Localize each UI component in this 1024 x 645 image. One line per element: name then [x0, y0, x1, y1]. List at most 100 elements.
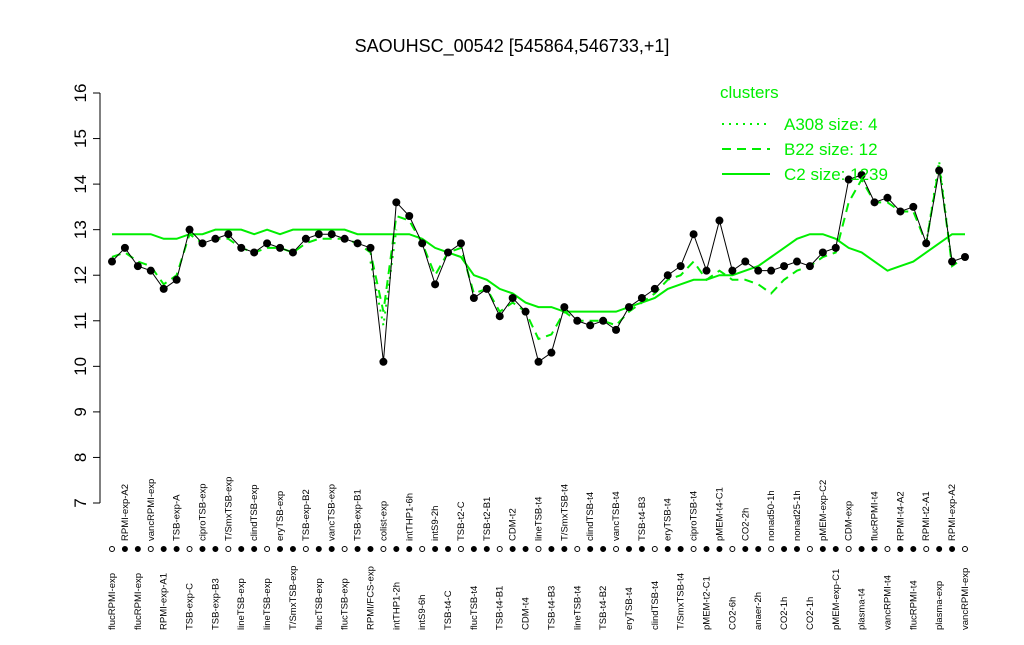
- x-tick-label: pMEM-t2-C1: [702, 576, 713, 630]
- sample-marker: [483, 546, 490, 552]
- data-point: [482, 284, 491, 293]
- x-tick-label: pMEM-t4-C1: [714, 487, 725, 541]
- sample-marker: [716, 546, 723, 552]
- sample-marker: [225, 546, 232, 552]
- data-point: [870, 198, 879, 207]
- data-point: [792, 257, 801, 266]
- x-tick-label: plasma-t4: [857, 588, 868, 630]
- expression-line: [111, 170, 966, 363]
- data-point: [133, 262, 142, 271]
- data-point: [844, 175, 853, 184]
- sample-marker: [638, 546, 645, 552]
- sample-marker: [884, 546, 891, 552]
- data-point: [702, 266, 711, 275]
- data-point: [379, 357, 388, 366]
- x-tick-label: TSB-t4-B2: [598, 586, 609, 630]
- x-tick-label: anaer-2h: [753, 592, 764, 630]
- x-tick-label: flucRPMI-exp: [133, 573, 144, 630]
- y-tick-label: 8: [71, 453, 90, 462]
- sample-marker: [380, 546, 387, 552]
- sample-marker: [871, 546, 878, 552]
- x-tick-label: ciproTSB-t4: [689, 491, 700, 541]
- sample-marker: [768, 546, 775, 552]
- sample-marker: [819, 546, 826, 552]
- data-point: [431, 280, 440, 289]
- x-tick-label: CO2-2h: [740, 508, 751, 541]
- sample-marker: [186, 546, 193, 552]
- data-point: [366, 243, 375, 252]
- data-point: [521, 307, 530, 316]
- x-tick-label: pMEM-exp-C1: [831, 569, 842, 630]
- cluster-line: [111, 165, 966, 341]
- data-point: [301, 234, 310, 243]
- sample-marker: [690, 546, 697, 552]
- sample-marker: [858, 546, 865, 552]
- sample-marker: [962, 546, 968, 552]
- x-tick-label: T/SmxTSB-t4: [676, 573, 687, 630]
- data-point: [263, 239, 272, 248]
- data-point: [754, 266, 763, 275]
- x-tick-label: nonad50-1h: [766, 490, 777, 541]
- sample-marker: [315, 546, 322, 552]
- x-tick-label: CO2-1h: [805, 597, 816, 630]
- data-point: [831, 243, 840, 252]
- sample-marker: [742, 546, 749, 552]
- x-tick-label: pMEM-exp-C2: [818, 480, 829, 541]
- x-tick-label: intTHP1-2h: [391, 582, 402, 630]
- sample-marker: [793, 546, 800, 552]
- x-tick-label: flucTSB-exp: [314, 578, 325, 630]
- y-tick-label: 10: [71, 357, 90, 376]
- x-tick-label: vancRPMI-t4: [882, 575, 893, 630]
- sample-marker: [199, 546, 206, 552]
- sample-marker: [419, 546, 426, 552]
- y-tick-label: 11: [71, 312, 90, 330]
- legend-label: B22 size: 12: [784, 140, 878, 159]
- sample-marker: [703, 546, 710, 552]
- data-point: [508, 294, 517, 302]
- sample-marker: [509, 546, 516, 552]
- x-tick-label: lineTSB-exp: [236, 578, 247, 630]
- sample-marker: [535, 546, 542, 552]
- legend-label: C2 size: 1239: [784, 165, 888, 184]
- data-point: [624, 303, 633, 312]
- data-point: [340, 234, 349, 243]
- data-point: [883, 193, 892, 202]
- x-tick-label: nonad25-1h: [792, 490, 803, 541]
- data-point: [909, 202, 918, 211]
- sample-marker: [806, 546, 813, 552]
- data-point: [198, 239, 207, 248]
- sample-marker: [160, 546, 167, 552]
- x-tick-label: eryTSB-t4: [663, 498, 674, 541]
- x-tick-label: clindTSB-t4: [650, 581, 661, 630]
- sample-marker: [755, 546, 762, 552]
- sample-marker: [613, 546, 620, 552]
- data-point: [237, 243, 246, 252]
- sample-marker: [264, 546, 271, 552]
- x-tick-label: flucRPMI-t4: [908, 580, 919, 630]
- data-point: [805, 262, 814, 271]
- data-point: [599, 316, 608, 325]
- sample-marker: [147, 546, 154, 552]
- sample-marker: [548, 546, 555, 552]
- data-point: [896, 207, 905, 216]
- data-point: [185, 225, 194, 234]
- x-tick-label: CO2-6h: [727, 597, 738, 630]
- x-tick-label: T/SmxTSB-exp: [288, 566, 299, 630]
- x-tick-label: RPMI-exp-A2: [120, 484, 131, 541]
- data-point: [534, 357, 543, 366]
- sample-marker: [587, 546, 594, 552]
- x-tick-label: RPMI-exp-A1: [159, 573, 170, 630]
- sample-marker: [625, 546, 632, 552]
- sample-marker: [212, 546, 219, 552]
- sample-marker: [522, 546, 529, 552]
- sample-marker: [109, 546, 115, 552]
- x-tick-label: RPMI-t2-A1: [921, 491, 932, 541]
- data-point: [392, 198, 401, 207]
- x-tick-label: lineTSB-exp: [262, 578, 273, 630]
- sample-marker: [910, 546, 917, 552]
- x-tick-label: TSB-t4-B1: [495, 586, 506, 630]
- x-tick-label: clindTSB-exp: [249, 485, 260, 542]
- x-tick-label: clindTSB-t4: [585, 492, 596, 541]
- x-tick-label: CDM-t2: [508, 508, 519, 541]
